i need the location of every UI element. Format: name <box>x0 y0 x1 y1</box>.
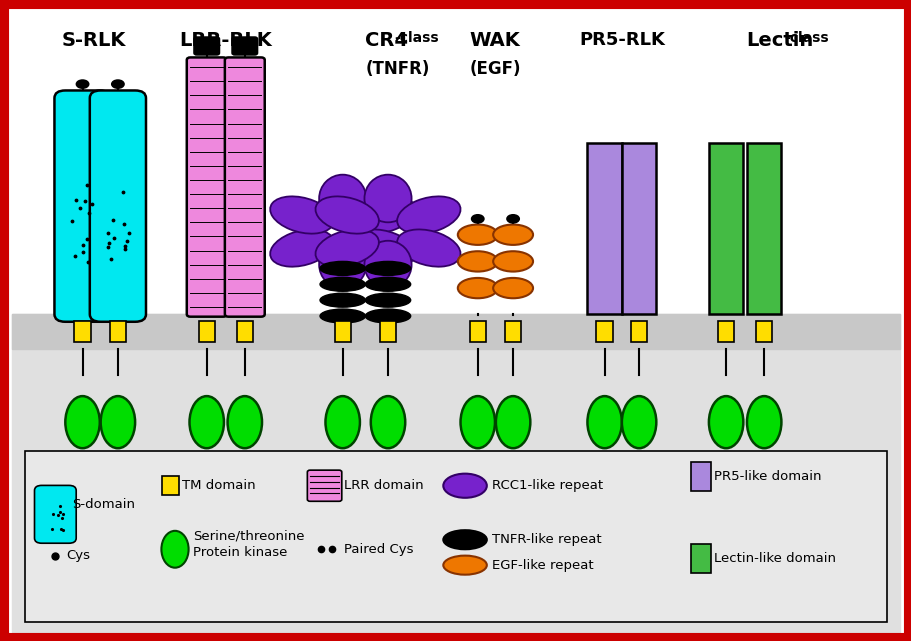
Ellipse shape <box>457 278 497 298</box>
Ellipse shape <box>320 293 365 307</box>
Text: RCC1-like repeat: RCC1-like repeat <box>492 479 603 492</box>
Text: TM domain: TM domain <box>182 479 256 492</box>
Ellipse shape <box>460 396 495 448</box>
Text: Lectin: Lectin <box>745 31 813 51</box>
Bar <box>109 321 126 342</box>
Ellipse shape <box>77 80 88 88</box>
Bar <box>755 321 772 342</box>
Bar <box>690 462 710 491</box>
Ellipse shape <box>112 80 124 88</box>
Text: S-domain: S-domain <box>73 498 136 512</box>
Ellipse shape <box>396 196 460 233</box>
FancyBboxPatch shape <box>55 90 110 322</box>
Bar <box>596 321 612 342</box>
Ellipse shape <box>496 396 530 448</box>
Text: PR5-like domain: PR5-like domain <box>713 470 821 483</box>
Ellipse shape <box>320 262 365 276</box>
Ellipse shape <box>66 396 99 448</box>
Bar <box>12 314 899 349</box>
Ellipse shape <box>270 229 333 267</box>
FancyBboxPatch shape <box>187 58 227 317</box>
Bar <box>587 142 621 314</box>
Bar <box>75 321 90 342</box>
Ellipse shape <box>708 396 742 448</box>
Bar <box>236 321 252 342</box>
Ellipse shape <box>507 215 518 222</box>
FancyBboxPatch shape <box>35 485 77 543</box>
Bar <box>717 321 733 342</box>
Bar <box>12 9 899 314</box>
Bar <box>469 321 486 342</box>
Text: Cys: Cys <box>67 549 90 562</box>
Text: Paired Cys: Paired Cys <box>343 543 413 556</box>
Ellipse shape <box>319 174 366 222</box>
Ellipse shape <box>228 396 261 448</box>
Text: Lectin-like domain: Lectin-like domain <box>713 553 835 565</box>
Bar <box>621 142 656 314</box>
Ellipse shape <box>457 251 497 272</box>
Ellipse shape <box>493 224 532 245</box>
Ellipse shape <box>161 531 189 568</box>
Ellipse shape <box>587 396 621 448</box>
Text: TNFR-like repeat: TNFR-like repeat <box>492 533 601 546</box>
Ellipse shape <box>365 262 410 276</box>
Ellipse shape <box>315 229 378 267</box>
Ellipse shape <box>443 474 486 498</box>
Ellipse shape <box>365 309 410 323</box>
Ellipse shape <box>320 278 365 291</box>
Text: EGF-like repeat: EGF-like repeat <box>492 559 593 572</box>
Bar <box>380 321 395 342</box>
FancyBboxPatch shape <box>225 58 264 317</box>
Ellipse shape <box>364 174 411 222</box>
Ellipse shape <box>396 229 460 267</box>
Bar <box>746 142 781 314</box>
Ellipse shape <box>493 251 532 272</box>
Ellipse shape <box>365 278 410 291</box>
Bar <box>26 451 885 622</box>
Text: S-RLK: S-RLK <box>61 31 126 51</box>
Bar <box>630 321 647 342</box>
Text: (TNFR): (TNFR) <box>365 60 429 78</box>
Ellipse shape <box>365 293 410 307</box>
Text: LRR domain: LRR domain <box>343 479 423 492</box>
FancyBboxPatch shape <box>232 37 257 55</box>
Text: -class: -class <box>394 31 438 46</box>
Ellipse shape <box>270 196 333 233</box>
Bar <box>334 321 351 342</box>
Ellipse shape <box>443 556 486 575</box>
Ellipse shape <box>319 241 366 288</box>
Bar <box>708 142 742 314</box>
Ellipse shape <box>443 530 486 549</box>
Text: PR5-RLK: PR5-RLK <box>578 31 664 49</box>
Text: WAK: WAK <box>469 31 520 51</box>
Ellipse shape <box>493 278 532 298</box>
Ellipse shape <box>315 196 378 233</box>
FancyBboxPatch shape <box>307 470 342 501</box>
Ellipse shape <box>371 396 404 448</box>
Ellipse shape <box>471 215 483 222</box>
Ellipse shape <box>320 309 365 323</box>
Ellipse shape <box>100 396 135 448</box>
Ellipse shape <box>621 396 656 448</box>
Ellipse shape <box>746 396 781 448</box>
Bar <box>12 314 899 632</box>
FancyBboxPatch shape <box>194 37 220 55</box>
Text: CR4: CR4 <box>365 31 408 51</box>
Bar <box>162 476 179 495</box>
Bar <box>690 544 710 574</box>
Bar <box>199 321 215 342</box>
Ellipse shape <box>352 196 415 233</box>
Text: (EGF): (EGF) <box>469 60 520 78</box>
Text: -class: -class <box>783 31 828 46</box>
Ellipse shape <box>325 396 360 448</box>
Ellipse shape <box>189 396 224 448</box>
FancyBboxPatch shape <box>89 90 146 322</box>
Ellipse shape <box>352 229 415 267</box>
Text: Serine/threonine
Protein kinase: Serine/threonine Protein kinase <box>193 529 304 559</box>
Bar <box>505 321 521 342</box>
Ellipse shape <box>457 224 497 245</box>
Ellipse shape <box>364 241 411 288</box>
Text: LRR-RLK: LRR-RLK <box>179 31 271 51</box>
